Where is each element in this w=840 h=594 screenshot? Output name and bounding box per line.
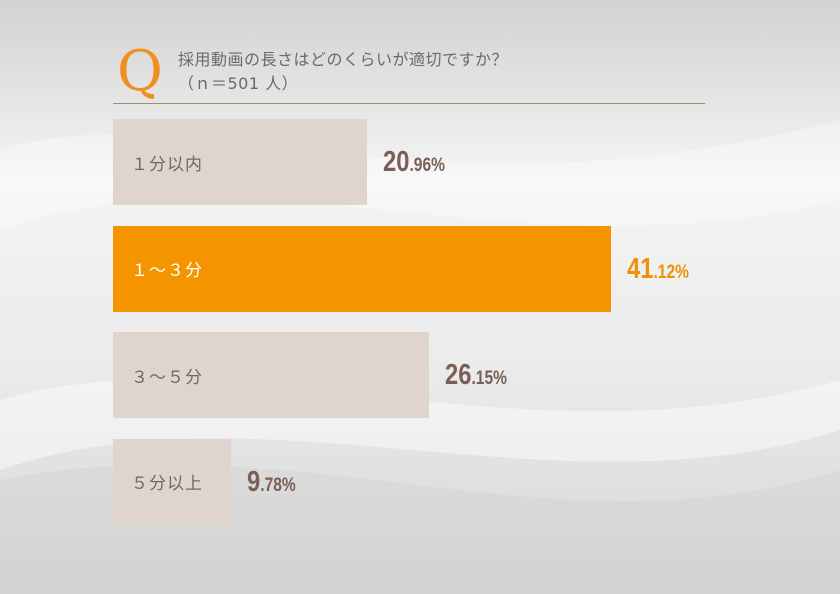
value-label-decimal: .12% [653, 261, 689, 283]
value-label-integer: 9 [247, 465, 261, 498]
bar-label-2: １～３分 [131, 261, 203, 281]
value-label-3: 26.15% [445, 360, 507, 395]
bar-2: １～３分 [113, 225, 611, 312]
question-mark-q: Q [117, 39, 163, 104]
value-label-integer: 26 [445, 359, 472, 391]
question-line-1: 採用動画の長さはどのくらいが適切ですか？ [178, 50, 509, 69]
question-text: 採用動画の長さはどのくらいが適切ですか？ （ｎ＝501 人） [178, 48, 508, 96]
bar-3: ３～５分 [113, 332, 430, 418]
question-underline [113, 103, 705, 104]
bar-label-3: ３～５分 [131, 367, 203, 388]
bar-label-1: １分以内 [131, 154, 203, 175]
value-label-decimal: .78% [260, 474, 297, 496]
value-label-2: 41.12% [627, 254, 689, 289]
question-sample-size: （ｎ＝501 人） [178, 74, 299, 93]
value-label-decimal: .96% [409, 155, 445, 176]
value-label-1: 20.96% [383, 147, 445, 182]
value-label-4: 9.78% [247, 467, 296, 502]
bar-4: ５分以上 [113, 438, 232, 525]
value-label-integer: 20 [382, 146, 410, 178]
bar-label-4: ５分以上 [131, 474, 203, 494]
bar-1: １分以内 [113, 119, 367, 205]
value-label-decimal: .15% [471, 368, 508, 389]
value-label-integer: 41 [626, 252, 654, 285]
